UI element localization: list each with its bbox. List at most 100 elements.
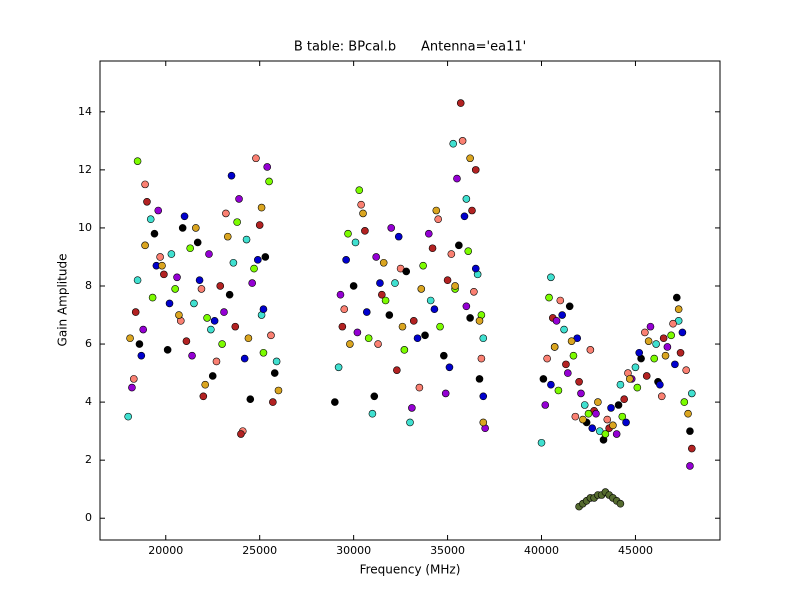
data-point (688, 444, 696, 453)
data-point (580, 401, 589, 409)
data-point (205, 250, 213, 258)
data-point (124, 412, 132, 421)
data-point (178, 224, 187, 232)
data-point (154, 206, 163, 215)
data-point (210, 317, 219, 325)
data-point (443, 276, 452, 284)
data-point (359, 209, 367, 218)
data-point (250, 264, 258, 273)
y-tick-label: 14 (78, 105, 92, 118)
data-point (460, 212, 469, 221)
data-point (188, 351, 196, 360)
y-tick-label: 4 (85, 395, 92, 408)
data-point (671, 360, 679, 369)
data-point (646, 322, 655, 331)
data-point (616, 499, 625, 508)
data-point (479, 334, 488, 343)
data-point (346, 340, 354, 348)
data-point (255, 221, 264, 229)
data-point (669, 319, 677, 328)
data-point (455, 241, 463, 250)
data-point (231, 322, 240, 331)
data-point (607, 404, 615, 412)
data-point (631, 363, 640, 372)
data-point (453, 174, 461, 183)
data-point (344, 229, 352, 238)
data-point (588, 424, 597, 433)
data-point (547, 273, 555, 282)
data-point (466, 314, 474, 322)
data-point (368, 409, 377, 418)
data-point (556, 296, 565, 305)
data-point (680, 398, 689, 406)
data-point (626, 375, 634, 383)
data-point (663, 343, 672, 351)
data-point (421, 331, 429, 340)
data-point (562, 360, 570, 369)
data-point (436, 322, 444, 331)
data-point (160, 270, 168, 279)
data-point (227, 171, 236, 180)
data-point (424, 229, 433, 238)
data-point (186, 244, 194, 253)
x-tick-label: 40000 (524, 544, 559, 557)
data-point (541, 401, 550, 409)
data-point (466, 154, 474, 163)
data-point (408, 404, 416, 412)
data-point (661, 351, 670, 360)
x-tick-label: 30000 (336, 544, 371, 557)
data-point (223, 232, 232, 241)
data-point (197, 285, 206, 293)
data-point (246, 395, 255, 404)
data-point (393, 366, 401, 374)
data-point (257, 203, 266, 212)
data-point (349, 282, 358, 290)
data-point (272, 357, 281, 366)
data-point (622, 418, 630, 427)
data-point (372, 253, 380, 261)
data-point (584, 409, 593, 418)
data-point (203, 314, 211, 322)
data-point (614, 401, 623, 409)
data-point (340, 305, 349, 314)
data-point (413, 334, 422, 343)
data-point (440, 351, 448, 360)
data-point (364, 334, 373, 343)
data-point (612, 430, 621, 438)
data-point (331, 398, 339, 406)
data-point (379, 258, 388, 267)
data-point (674, 305, 683, 314)
data-point (609, 421, 617, 430)
data-point (353, 328, 362, 337)
data-point (351, 238, 360, 247)
data-point (370, 392, 379, 401)
data-point (131, 308, 140, 316)
data-point (195, 276, 204, 284)
data-point (220, 308, 228, 316)
data-point (539, 375, 548, 383)
data-point (398, 322, 407, 331)
y-tick-label: 6 (85, 337, 92, 350)
data-point (618, 412, 627, 421)
data-point (146, 215, 155, 224)
data-point (586, 346, 595, 354)
data-point (173, 273, 181, 282)
data-point (434, 215, 442, 224)
data-point (686, 462, 694, 470)
data-point (182, 337, 191, 345)
data-point (165, 299, 174, 308)
data-point (141, 241, 149, 250)
data-point (175, 311, 183, 319)
data-point (225, 290, 234, 299)
data-point (564, 369, 572, 377)
data-point (479, 418, 488, 427)
data-point (545, 293, 553, 302)
data-point (167, 250, 176, 258)
data-point (603, 415, 612, 424)
data-point (394, 232, 403, 241)
data-point (417, 285, 426, 293)
data-point (428, 244, 437, 253)
data-point (688, 389, 696, 398)
data-point (381, 296, 390, 305)
